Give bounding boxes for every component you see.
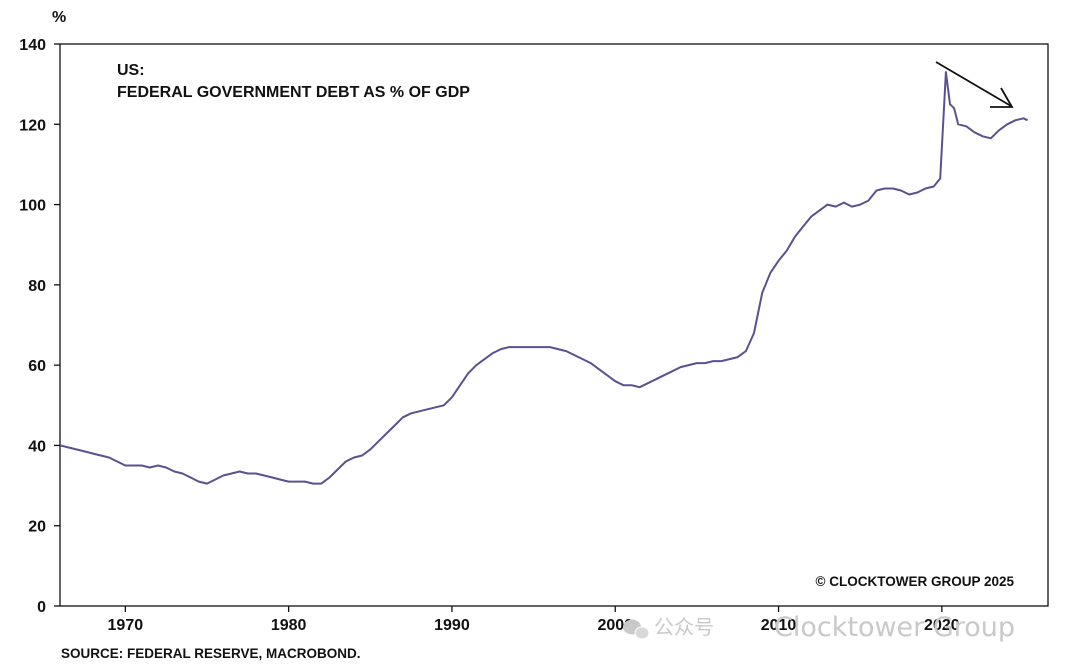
y-tick-label: 60 [28,358,46,375]
x-tick-label: 1970 [108,617,144,634]
chart-title: US: [117,62,145,79]
y-tick-label: 80 [28,278,46,295]
x-tick-label: 1980 [271,617,307,634]
x-tick-label: 1990 [434,617,470,634]
watermark-brand: Clocktower Group [774,612,1015,643]
y-axis-label: % [52,9,66,26]
y-axis: 0 20 40 60 80 100 120 140 [19,37,60,616]
y-tick-label: 20 [28,519,46,536]
y-tick-label: 40 [28,438,46,455]
source-note: SOURCE: FEDERAL RESERVE, MACROBOND. [61,646,361,661]
x-axis: 1970 1980 1990 2000 2010 2020 [108,606,960,634]
series-line-federal-debt [59,71,1029,485]
chart-subtitle: FEDERAL GOVERNMENT DEBT AS % OF GDP [117,84,470,101]
trend-arrow-icon [935,61,1014,108]
y-tick-label: 100 [19,198,46,215]
watermark-wechat-label: 公众号 [654,615,714,639]
y-tick-label: 0 [37,599,46,616]
x-tick-label: 2010 [761,617,797,634]
copyright-note: © CLOCKTOWER GROUP 2025 [816,574,1015,589]
wechat-icon [623,619,650,640]
y-tick-label: 140 [19,37,46,54]
plot-frame [59,43,1049,607]
x-tick-label: 2020 [924,617,960,634]
y-tick-label: 120 [19,117,46,134]
